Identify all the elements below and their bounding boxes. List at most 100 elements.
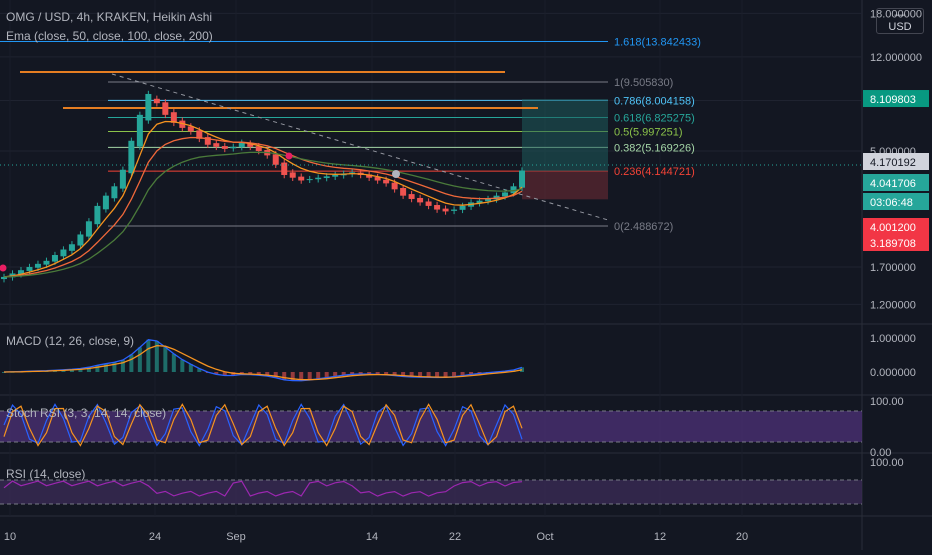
macd-tick-label-1: 0.000000 [870, 367, 916, 379]
candle-body-15 [128, 140, 135, 174]
candle-body-23 [196, 130, 203, 139]
macd-histogram-bar-33 [282, 372, 287, 380]
candle-body-32 [272, 154, 279, 165]
candle-body-6 [51, 255, 58, 262]
price-tag-bg-0 [863, 90, 929, 108]
price-tag-bg-4 [863, 218, 929, 235]
symbol-title: OMG / USD, 4h, KRAKEN, Heikin Ashi [6, 10, 213, 24]
x-tick-label-4: 22 [449, 531, 461, 543]
candle-body-48 [408, 194, 415, 199]
macd-histogram-bar-36 [307, 372, 312, 380]
candle-body-5 [43, 260, 50, 265]
macd-histogram-bar-23 [197, 368, 202, 372]
candle-body-36 [306, 179, 313, 181]
target-zone [522, 99, 608, 172]
candle-body-27 [230, 146, 237, 149]
macd-histogram-bar-38 [324, 372, 329, 378]
candle-body-13 [111, 186, 118, 199]
candle-body-29 [247, 143, 254, 147]
ema-200-line [3, 151, 523, 278]
macd-histogram-bar-52 [443, 372, 448, 378]
macd-histogram-bar-25 [214, 372, 219, 375]
candle-body-34 [289, 172, 296, 178]
stoch-tick-label-0: 100.00 [870, 396, 904, 408]
macd-histogram-bar-16 [137, 347, 142, 372]
candle-body-53 [451, 209, 458, 211]
candle-body-37 [315, 177, 322, 180]
candle-body-35 [298, 176, 305, 181]
stop-zone [522, 171, 608, 200]
candle-body-18 [153, 98, 160, 104]
fib-level-label-0: 1.618(13.842433) [614, 37, 701, 49]
macd-histogram-bar-0 [2, 372, 6, 373]
macd-histogram-bar-21 [180, 359, 185, 372]
rsi-band [0, 480, 862, 504]
candle-body-2 [17, 270, 24, 275]
price-tag-target-0: 8.109803 [870, 94, 916, 106]
macd-histogram-bar-15 [129, 354, 134, 372]
macd-histogram-bar-22 [188, 364, 193, 372]
stoch-d-line [3, 403, 523, 447]
macd-histogram-bar-55 [469, 372, 474, 375]
macd-histogram-bar-53 [452, 372, 457, 377]
stoch-rsi-legend: Stoch RSI (3, 3, 14, 14, close) [6, 406, 167, 420]
candle-body-10 [85, 221, 92, 237]
candle-body-38 [323, 176, 330, 179]
macd-histogram-bar-18 [154, 341, 159, 372]
price-tag-last-1: 4.170192 [870, 157, 916, 169]
x-tick-label-1: 24 [149, 531, 161, 543]
candle-body-52 [442, 208, 449, 212]
price-tag-bg-2 [863, 174, 929, 191]
candle-body-21 [179, 120, 186, 128]
fib-level-label-6: 0.236(4.144721) [614, 166, 695, 178]
candle-body-54 [459, 205, 466, 210]
price-tag-stop-5: 3.189708 [870, 238, 916, 250]
macd-histogram-bar-10 [86, 367, 91, 372]
macd-histogram-bar-47 [401, 372, 406, 377]
candle-body-33 [281, 162, 288, 175]
candle-body-50 [425, 201, 432, 206]
candle-body-16 [136, 114, 143, 147]
macd-histogram-bar-14 [120, 360, 125, 372]
macd-histogram-bar-34 [290, 372, 295, 381]
rsi-legend: RSI (14, close) [6, 467, 86, 481]
fib-level-label-4: 0.5(5.997251) [614, 126, 683, 138]
candle-body-14 [119, 169, 126, 189]
trendline-anchor-marker [392, 170, 400, 178]
macd-histogram-bar-44 [375, 372, 380, 375]
candle-body-20 [170, 112, 177, 123]
candle-body-7 [60, 249, 67, 257]
currency-button[interactable]: — USD [876, 8, 924, 34]
macd-histogram-bar-51 [435, 372, 440, 378]
macd-histogram-bar-43 [367, 372, 372, 375]
price-tag-stop-4: 4.001200 [870, 222, 916, 234]
candle-body-19 [162, 102, 169, 115]
candle-body-51 [434, 205, 441, 210]
macd-signal-line [3, 344, 523, 381]
macd-tick-label-0: 1.000000 [870, 333, 916, 345]
candle-body-43 [366, 174, 373, 178]
macd-histogram-bar-39 [333, 372, 338, 377]
rsi-tick-label-0: 100.00 [870, 457, 904, 469]
signal-marker-start [0, 264, 7, 272]
macd-histogram-bar-41 [350, 372, 355, 375]
macd-histogram-bar-40 [341, 372, 346, 376]
macd-legend: MACD (12, 26, close, 9) [6, 334, 135, 348]
candle-body-3 [26, 266, 33, 271]
fib-level-label-7: 0(2.488672) [614, 221, 673, 233]
macd-histogram-bar-29 [248, 372, 253, 375]
macd-histogram-bar-20 [171, 353, 176, 372]
macd-histogram-bar-17 [146, 339, 151, 372]
macd-histogram-bar-56 [477, 372, 482, 374]
currency-label: USD [888, 21, 912, 33]
candle-body-9 [77, 234, 84, 246]
price-tick-label-0: 18.000000 [870, 8, 922, 20]
candle-body-0 [1, 276, 7, 280]
candle-body-4 [34, 263, 41, 268]
candle-body-61 [519, 170, 525, 188]
candle-body-60 [510, 186, 517, 194]
price-tick-label-1: 12.000000 [870, 52, 922, 64]
candle-body-17 [145, 93, 152, 121]
